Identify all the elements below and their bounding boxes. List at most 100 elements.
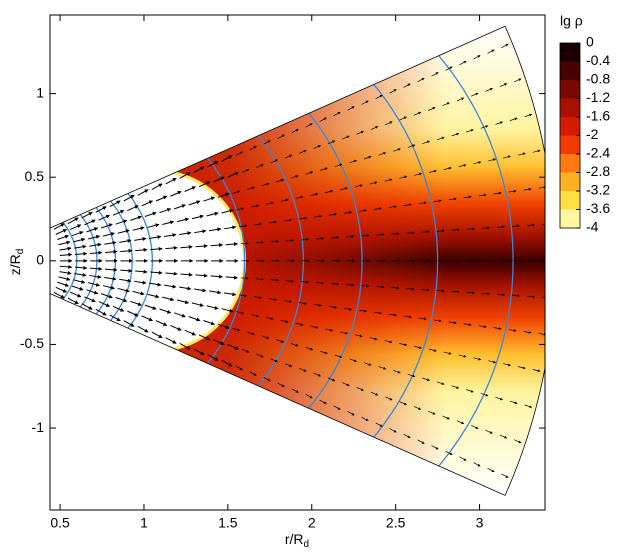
velocity-arrow: [84, 219, 96, 226]
velocity-arrow: [313, 372, 321, 377]
velocity-arrow: [327, 140, 336, 145]
velocity-arrow: [127, 310, 139, 317]
velocity-arrow: [144, 304, 157, 310]
velocity-arrow: [256, 164, 264, 168]
velocity-arrow: [370, 126, 379, 130]
velocity-arrow: [165, 177, 177, 185]
velocity-arrow: [496, 293, 505, 297]
velocity-arrow: [235, 151, 243, 156]
velocity-arrow: [466, 389, 474, 393]
x-tick-label: 1: [140, 515, 148, 531]
velocity-arrow: [73, 237, 86, 243]
velocity-arrow: [221, 155, 233, 162]
velocity-arrow: [354, 334, 363, 338]
velocity-arrow: [459, 60, 467, 66]
velocity-arrow: [414, 172, 422, 176]
velocity-arrow: [361, 284, 370, 288]
velocity-arrow: [109, 314, 121, 322]
velocity-arrow: [249, 145, 257, 151]
velocity-arrow: [340, 331, 348, 335]
velocity-arrow: [98, 214, 111, 221]
velocity-arrow: [86, 227, 99, 233]
velocity-arrow: [283, 218, 292, 222]
velocity-arrow: [58, 276, 71, 281]
velocity-arrow: [295, 195, 304, 199]
velocity-arrow: [436, 289, 445, 293]
velocity-arrow: [328, 305, 337, 309]
velocity-arrow: [487, 49, 495, 54]
velocity-arrow: [115, 219, 128, 225]
velocity-arrow: [422, 140, 430, 144]
velocity-arrow: [443, 166, 452, 170]
velocity-arrow: [503, 363, 511, 367]
velocity-arrow: [188, 316, 201, 322]
velocity-arrow: [373, 207, 382, 210]
velocity-arrow: [399, 343, 408, 347]
velocity-arrow: [503, 155, 511, 159]
velocity-arrow: [295, 322, 304, 326]
velocity-arrow: [132, 226, 145, 231]
velocity-arrow: [117, 287, 130, 293]
velocity-arrow: [263, 140, 271, 145]
flux-arc: [190, 26, 514, 496]
velocity-arrow: [433, 319, 442, 323]
velocity-arrow: [89, 242, 102, 247]
velocity-arrow: [451, 385, 460, 389]
velocity-arrow: [320, 350, 328, 355]
velocity-arrow: [431, 445, 439, 450]
colorbar-band: [560, 80, 580, 99]
velocity-arrow: [207, 160, 219, 168]
velocity-arrow: [436, 381, 445, 385]
velocity-arrow: [236, 207, 245, 211]
velocity-arrow: [451, 132, 460, 137]
velocity-arrow: [224, 225, 237, 230]
colorbar-tick-label: -4: [586, 219, 599, 235]
velocity-arrow: [421, 288, 430, 292]
velocity-arrow: [346, 283, 355, 287]
velocity-arrow: [88, 282, 101, 287]
velocity-arrow: [428, 169, 437, 173]
velocity-arrow: [493, 191, 502, 195]
velocity-arrow: [194, 288, 207, 293]
velocity-arrow: [305, 171, 314, 175]
velocity-arrow: [53, 223, 65, 230]
velocity-arrow: [221, 308, 234, 313]
velocity-arrow: [162, 220, 175, 226]
velocity-arrow: [263, 377, 271, 382]
velocity-arrow: [73, 279, 86, 284]
velocity-arrow: [320, 167, 328, 171]
velocity-arrow: [532, 369, 541, 373]
velocity-arrow: [445, 66, 453, 71]
velocity-arrow: [508, 189, 517, 193]
velocity-arrow: [443, 351, 452, 355]
velocity-arrow: [542, 223, 545, 225]
velocity-arrow: [284, 154, 293, 159]
colorbar-tick-label: -0.8: [586, 71, 610, 87]
velocity-arrow: [459, 456, 467, 461]
velocity-arrow: [265, 317, 274, 320]
velocity-arrow: [376, 285, 385, 289]
velocity-arrow: [290, 175, 299, 179]
velocity-arrow: [89, 274, 102, 279]
y-axis-label: z/Rd: [7, 249, 26, 276]
velocity-arrow: [385, 121, 393, 126]
velocity-arrow: [165, 337, 177, 344]
velocity-arrow: [53, 291, 65, 299]
velocity-arrow: [300, 280, 310, 284]
velocity-arrow: [59, 264, 73, 269]
velocity-arrow: [370, 391, 379, 396]
velocity-arrow: [428, 348, 437, 352]
x-tick-label: 3: [476, 515, 484, 531]
colorbar-tick-label: -2.4: [586, 145, 610, 161]
velocity-arrow: [55, 229, 68, 235]
velocity-arrow: [291, 128, 299, 134]
velocity-arrow: [407, 144, 416, 148]
velocity-arrow: [217, 192, 230, 198]
velocity-arrow: [514, 78, 522, 83]
velocity-arrow: [436, 229, 445, 233]
velocity-arrow: [235, 365, 243, 371]
velocity-arrow: [184, 186, 197, 192]
velocity-arrow: [130, 215, 143, 221]
plot-frame: [49, 14, 546, 511]
velocity-arrow: [102, 232, 115, 237]
